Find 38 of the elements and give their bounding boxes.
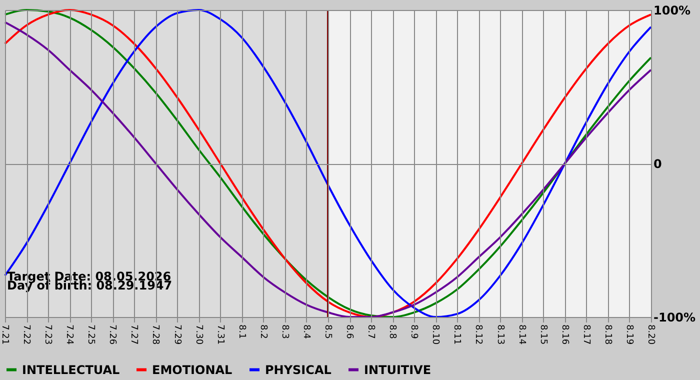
x-tick-label: 7.23 bbox=[42, 324, 53, 345]
x-tick-label: 7.21 bbox=[0, 324, 10, 345]
x-tick-label: 7.24 bbox=[64, 324, 74, 345]
x-tick-label: 8.12 bbox=[473, 324, 484, 345]
legend-label: EMOTIONAL bbox=[152, 362, 233, 377]
legend-label: PHYSICAL bbox=[265, 362, 332, 377]
x-tick-label: 8.14 bbox=[516, 324, 526, 345]
x-tick-label: 8.16 bbox=[559, 324, 570, 345]
x-tick-label: 8.19 bbox=[624, 324, 634, 345]
x-tick-label: 8.9 bbox=[408, 324, 419, 340]
x-tick-label: 7.27 bbox=[128, 324, 139, 345]
x-tick-label: 8.18 bbox=[602, 324, 612, 345]
x-tick-label: 8.4 bbox=[300, 324, 311, 340]
x-tick-label: 8.20 bbox=[646, 324, 656, 345]
x-tick-label: 7.25 bbox=[86, 324, 96, 345]
x-tick-label: 8.2 bbox=[258, 324, 268, 339]
x-tick-label: 8.5 bbox=[322, 324, 332, 339]
x-tick-label: 8.3 bbox=[279, 324, 290, 339]
x-tick-label: 8.11 bbox=[452, 324, 462, 345]
x-tick-label: 7.31 bbox=[214, 324, 225, 345]
x-tick-label: 8.10 bbox=[430, 324, 440, 345]
y-tick-label: 0 bbox=[654, 157, 662, 171]
x-tick-label: 8.6 bbox=[344, 324, 354, 340]
legend-label: INTELLECTUAL bbox=[22, 362, 120, 377]
x-tick-label: 7.30 bbox=[193, 324, 204, 345]
y-tick-label: -100% bbox=[654, 310, 696, 324]
x-tick-label: 8.7 bbox=[366, 324, 376, 339]
x-tick-label: 8.17 bbox=[580, 324, 591, 345]
x-tick-label: 8.15 bbox=[538, 324, 548, 345]
y-tick-label: 100% bbox=[654, 4, 691, 18]
x-tick-label: 8.1 bbox=[236, 324, 246, 339]
x-tick-label: 7.26 bbox=[107, 324, 118, 345]
x-tick-label: 7.22 bbox=[21, 324, 32, 345]
x-tick-label: 7.28 bbox=[150, 324, 160, 345]
x-tick-label: 8.13 bbox=[494, 324, 505, 345]
legend-label: INTUITIVE bbox=[364, 362, 432, 377]
x-tick-label: 8.8 bbox=[387, 324, 398, 340]
x-tick-label: 7.29 bbox=[172, 324, 182, 345]
